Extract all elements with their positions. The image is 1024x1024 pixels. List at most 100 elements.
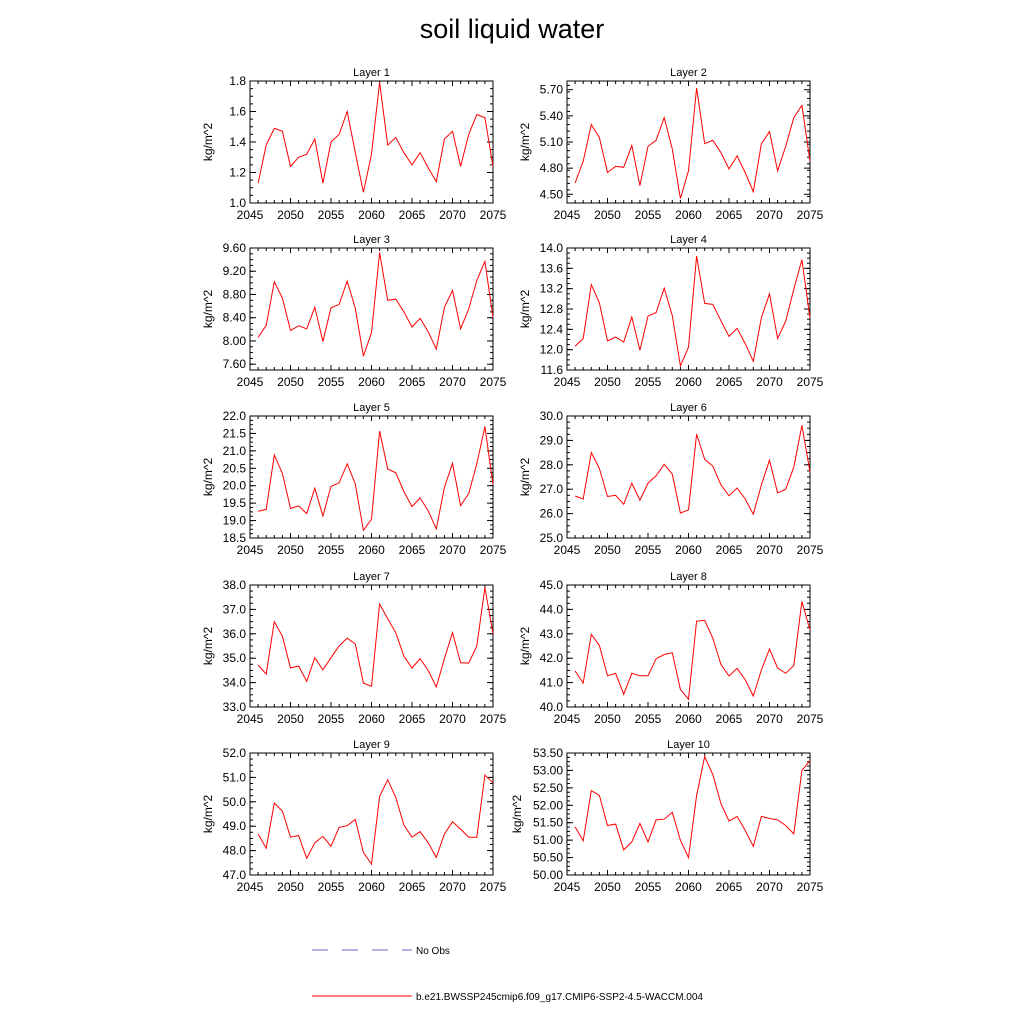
legend-label-no-obs: No Obs	[416, 946, 450, 957]
x-tick-label: 2075	[480, 375, 507, 389]
panel-title: Layer 6	[670, 402, 707, 414]
x-tick-label: 2065	[399, 712, 426, 726]
x-tick-label: 2075	[480, 208, 507, 222]
y-tick-label: 21.5	[223, 426, 247, 440]
panel-layer-7: Layer 7 2045 2050 2055 2060 2065 2070 2075 33.0 3…	[201, 571, 507, 726]
series-line	[574, 601, 811, 701]
y-tick-label: 51.0	[223, 770, 247, 784]
x-tick-label: 2065	[716, 543, 743, 557]
x-tick-label: 2075	[480, 543, 507, 557]
y-axis-label: kg/m^2	[201, 795, 215, 834]
x-tick-label: 2045	[554, 712, 581, 726]
y-tick-label: 25.0	[540, 531, 564, 545]
x-tick-label: 2070	[439, 375, 466, 389]
plot-frame	[249, 752, 494, 876]
y-tick-label: 50.50	[533, 851, 563, 865]
x-tick-label: 2045	[237, 880, 264, 894]
y-tick-label: 49.0	[223, 819, 247, 833]
x-tick-label: 2055	[635, 208, 662, 222]
panel-title: Layer 5	[353, 402, 390, 414]
panel-title: Layer 2	[670, 67, 707, 79]
y-tick-label: 13.6	[540, 261, 564, 275]
x-tick-label: 2055	[318, 712, 345, 726]
x-tick-label: 2055	[318, 543, 345, 557]
series-line	[574, 425, 811, 516]
y-tick-label: 1.6	[229, 105, 246, 119]
x-tick-label: 2060	[675, 712, 702, 726]
x-tick-label: 2055	[635, 880, 662, 894]
x-tick-label: 2065	[399, 543, 426, 557]
y-tick-label: 51.00	[533, 833, 563, 847]
y-axis-label: kg/m^2	[518, 458, 532, 497]
x-tick-label: 2050	[594, 880, 621, 894]
y-tick-label: 8.80	[223, 287, 247, 301]
x-tick-label: 2070	[439, 880, 466, 894]
x-tick-label: 2070	[439, 543, 466, 557]
series-line	[257, 426, 494, 532]
y-axis-label: kg/m^2	[201, 627, 215, 666]
x-tick-label: 2075	[797, 880, 824, 894]
y-tick-label: 19.0	[223, 514, 247, 528]
y-tick-label: 53.00	[533, 763, 563, 777]
y-tick-label: 33.0	[223, 700, 247, 714]
y-tick-label: 41.0	[540, 676, 564, 690]
panel-title: Layer 7	[353, 571, 390, 583]
x-tick-label: 2070	[756, 880, 783, 894]
y-tick-label: 36.0	[223, 627, 247, 641]
x-tick-label: 2060	[358, 375, 385, 389]
series-line	[257, 773, 494, 866]
y-tick-label: 4.50	[540, 187, 564, 201]
x-tick-label: 2060	[358, 208, 385, 222]
x-tick-label: 2065	[399, 208, 426, 222]
y-tick-label: 7.60	[223, 357, 247, 371]
panel-layer-2: Layer 2 2045 2050 2055 2060 2065 2070 2075 4.50 4…	[518, 67, 824, 222]
series-line	[257, 587, 494, 689]
y-axis-label: kg/m^2	[201, 123, 215, 162]
y-tick-label: 26.0	[540, 507, 564, 521]
x-tick-label: 2075	[480, 712, 507, 726]
x-tick-label: 2050	[594, 375, 621, 389]
y-axis-label: kg/m^2	[518, 123, 532, 162]
plot-frame	[566, 80, 811, 204]
y-tick-label: 52.50	[533, 781, 563, 795]
x-tick-label: 2055	[318, 208, 345, 222]
y-tick-label: 50.0	[223, 795, 247, 809]
panel-layer-5: Layer 5 2045 2050 2055 2060 2065 2070 2075 18.5 1…	[201, 402, 507, 557]
y-tick-label: 13.2	[540, 282, 564, 296]
y-tick-label: 12.0	[540, 343, 564, 357]
plot-frame	[566, 247, 811, 371]
y-tick-label: 52.00	[533, 798, 563, 812]
y-tick-label: 5.40	[540, 109, 564, 123]
y-tick-label: 45.0	[540, 578, 564, 592]
x-tick-label: 2055	[318, 880, 345, 894]
y-tick-label: 42.0	[540, 651, 564, 665]
series-line	[574, 754, 811, 860]
y-tick-label: 27.0	[540, 482, 564, 496]
y-tick-label: 43.0	[540, 627, 564, 641]
panel-layer-8: Layer 8 2045 2050 2055 2060 2065 2070 2075 40.0 4…	[518, 571, 824, 726]
y-tick-label: 19.5	[223, 496, 247, 510]
y-tick-label: 9.60	[223, 241, 247, 255]
y-axis-label: kg/m^2	[201, 290, 215, 329]
x-tick-label: 2075	[797, 543, 824, 557]
y-axis-label: kg/m^2	[518, 290, 532, 329]
y-tick-label: 14.0	[540, 241, 564, 255]
y-tick-label: 12.8	[540, 302, 564, 316]
x-tick-label: 2050	[277, 880, 304, 894]
y-tick-label: 18.5	[223, 531, 247, 545]
y-tick-label: 53.50	[533, 746, 563, 760]
x-tick-label: 2060	[358, 543, 385, 557]
panel-title: Layer 8	[670, 571, 707, 583]
y-tick-label: 51.50	[533, 816, 563, 830]
y-tick-label: 12.4	[540, 322, 564, 336]
page-title: soil liquid water	[419, 14, 605, 44]
x-tick-label: 2065	[399, 880, 426, 894]
x-tick-label: 2065	[716, 375, 743, 389]
x-tick-label: 2045	[554, 880, 581, 894]
x-tick-label: 2065	[716, 880, 743, 894]
x-tick-label: 2075	[797, 712, 824, 726]
x-tick-label: 2050	[277, 208, 304, 222]
x-tick-label: 2045	[237, 375, 264, 389]
panel-title: Layer 4	[670, 234, 707, 246]
y-tick-label: 29.0	[540, 433, 564, 447]
